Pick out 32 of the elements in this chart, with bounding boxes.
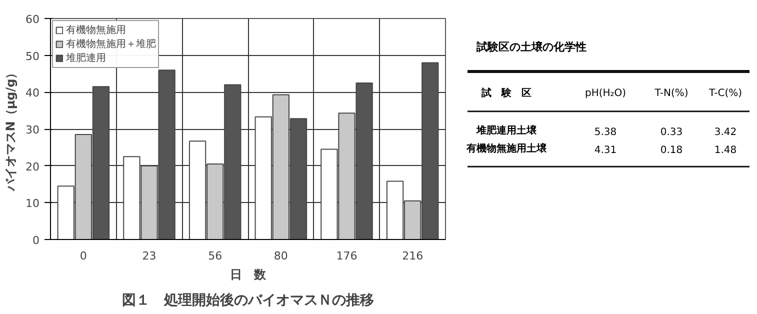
text: T-N(%) <box>654 88 688 100</box>
text: 0.33 <box>660 127 683 138</box>
legend-label: 有機物無施用＋堆肥 <box>66 38 156 51</box>
text: 堆肥連用土壌 <box>476 124 538 137</box>
x-tick-label: 80 <box>274 250 288 262</box>
text: 5.38 <box>594 127 617 138</box>
legend-label: 有機物無施用 <box>66 24 126 37</box>
text: 図１ 処理開始後のバイオマスＮの推移 <box>122 292 374 308</box>
text: 3.42 <box>714 127 737 138</box>
x-tick-label: 216 <box>402 250 424 262</box>
y-tick-label: 40 <box>26 86 40 100</box>
y-tick-label: 50 <box>26 50 40 63</box>
x-tick-label: 23 <box>142 250 156 262</box>
y-tick-label: 20 <box>26 160 40 174</box>
y-axis-title: バイオマスN（μg/g） <box>4 66 18 192</box>
text: 試験区の土壌の化学性 <box>476 40 586 54</box>
text: 試 験 区 <box>480 87 532 100</box>
x-axis-title: 日 数 <box>230 268 267 282</box>
text: 有機物無施用土壌 <box>466 142 548 154</box>
x-tick-label: 176 <box>336 250 358 262</box>
text: pH(H₂O) <box>584 88 626 100</box>
y-tick-label: 30 <box>26 124 40 136</box>
text: 4.31 <box>594 144 617 156</box>
text: 1.48 <box>714 144 737 156</box>
y-tick-label: 10 <box>26 197 40 210</box>
y-tick-label: 0 <box>32 234 40 247</box>
text: T-C(%) <box>708 88 742 100</box>
text: 0.18 <box>660 144 683 156</box>
x-tick-label: 56 <box>208 250 222 262</box>
y-tick-label: 60 <box>26 13 40 26</box>
x-tick-label: 0 <box>80 250 87 262</box>
legend-label: 堆肥連用 <box>66 52 106 65</box>
